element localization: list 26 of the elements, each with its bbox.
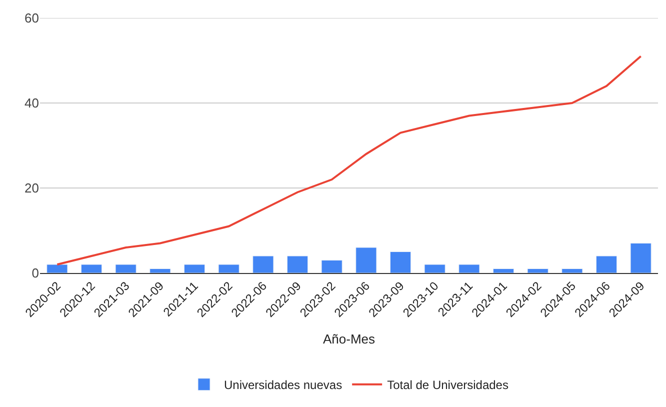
bar [80, 264, 102, 273]
legend-label: Universidades nuevas [224, 378, 342, 392]
bar [46, 264, 68, 273]
bar [218, 264, 240, 273]
bar [527, 268, 548, 273]
bar [252, 256, 274, 273]
y-tick-label: 60 [24, 10, 39, 26]
line-series [56, 55, 642, 266]
bar [150, 268, 171, 273]
bar [630, 243, 652, 273]
bar [492, 268, 514, 273]
y-tick-label: 0 [32, 266, 39, 281]
bar [321, 260, 342, 273]
bar [424, 264, 446, 273]
bar [115, 264, 136, 273]
bar [286, 256, 308, 273]
bar [596, 256, 618, 273]
y-tick-label: 20 [24, 180, 39, 196]
bar [356, 247, 377, 273]
bar [390, 252, 412, 273]
legend-label: Total de Universidades [387, 378, 508, 392]
x-axis-title: Año-Mes [322, 332, 376, 347]
bar [458, 264, 480, 273]
bar [184, 264, 206, 273]
y-tick-label: 40 [24, 96, 39, 111]
bar [562, 268, 583, 273]
